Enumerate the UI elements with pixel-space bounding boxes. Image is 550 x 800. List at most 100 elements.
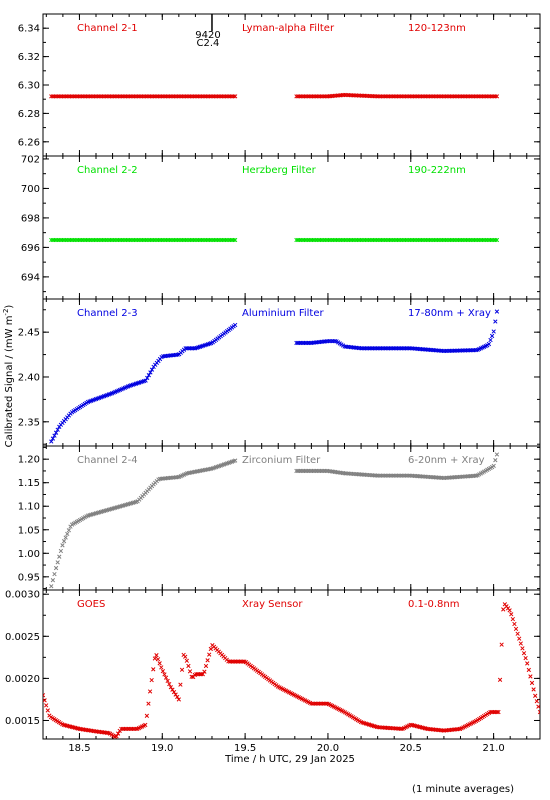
data-point <box>101 237 107 243</box>
data-point <box>105 94 110 99</box>
data-point <box>380 473 386 478</box>
data-point <box>360 237 365 243</box>
data-point <box>323 701 329 706</box>
data-point <box>77 237 83 243</box>
data-point <box>299 340 304 346</box>
data-point <box>470 237 476 243</box>
data-point <box>513 626 519 632</box>
data-point <box>404 94 410 99</box>
data-point <box>400 94 405 99</box>
data-point <box>398 726 404 731</box>
data-point <box>49 439 54 444</box>
data-point <box>193 237 198 243</box>
data-point <box>143 94 148 99</box>
data-point <box>382 473 387 478</box>
data-point <box>437 237 442 243</box>
data-point <box>433 94 439 99</box>
data-point <box>327 237 333 243</box>
data-point <box>185 94 190 99</box>
data-point <box>363 346 368 351</box>
data-point <box>433 237 439 243</box>
data-point <box>364 346 370 351</box>
panel-3: 2.35 2.40 2.45 Channel 2-3 Aluminium Filter 1… <box>18 298 541 447</box>
data-point <box>430 237 435 243</box>
data-point <box>356 237 362 243</box>
data-point <box>58 237 64 243</box>
data-point <box>308 237 314 243</box>
data-point <box>303 237 309 243</box>
data-point <box>326 237 331 243</box>
data-point <box>395 473 400 478</box>
x-tick-label: 19.5 <box>234 743 256 754</box>
data-point <box>55 94 60 99</box>
data-point <box>148 237 153 243</box>
data-point <box>111 237 116 243</box>
y-axis-title-prefix: Calibrated Signal / (mW m <box>4 316 15 448</box>
data-point <box>223 94 228 99</box>
x-axis: 18.5 19.0 19.5 20.0 20.5 21.0 <box>68 743 504 754</box>
y-tick-label: 6.26 <box>18 137 40 148</box>
data-point <box>457 348 463 353</box>
data-point <box>489 94 495 99</box>
data-point <box>130 237 135 243</box>
data-point <box>499 642 504 647</box>
data-point <box>533 693 538 698</box>
data-point <box>169 237 174 243</box>
data-point <box>404 237 410 243</box>
data-point <box>461 237 466 243</box>
data-point <box>232 659 237 664</box>
data-point <box>58 548 64 554</box>
y-tick-label: 6.34 <box>18 24 40 35</box>
data-point <box>430 94 435 99</box>
data-point <box>393 237 399 243</box>
data-point <box>350 237 355 243</box>
data-point <box>321 237 326 243</box>
data-point <box>97 237 102 243</box>
y-tick-label: 1.15 <box>18 478 40 489</box>
data-point <box>496 709 501 715</box>
data-point <box>396 346 402 351</box>
data-point <box>74 94 80 99</box>
data-point <box>209 94 214 99</box>
data-point <box>380 346 386 351</box>
data-point <box>491 463 496 469</box>
data-point <box>443 237 448 243</box>
data-point <box>111 94 116 99</box>
panels-group: 6.26 6.28 6.30 6.32 6.34 Channel 2-1 Lyman-alp… <box>5 13 541 740</box>
data-point <box>392 473 397 478</box>
data-point <box>313 237 318 243</box>
data-point <box>205 237 211 243</box>
data-point <box>494 309 500 314</box>
flare-marker: 9420 C2.4 <box>195 14 221 49</box>
data-point <box>472 94 477 99</box>
data-point <box>390 473 395 478</box>
data-point <box>443 348 448 354</box>
data-point <box>217 94 222 99</box>
data-point <box>485 94 490 99</box>
data-point <box>384 94 389 99</box>
data-point <box>116 237 121 243</box>
data-point <box>171 689 177 695</box>
data-point <box>388 237 394 243</box>
data-point <box>50 578 56 583</box>
data-point <box>489 333 495 339</box>
data-point <box>443 94 448 99</box>
data-point <box>162 237 167 243</box>
data-point <box>305 237 310 243</box>
data-point <box>446 94 451 99</box>
data-point <box>135 237 140 243</box>
data-point <box>133 94 139 99</box>
data-point <box>380 237 386 243</box>
panel-5: 0.0015 0.0020 0.0025 0.0030 GOES Xray Sensor 0… <box>5 589 541 740</box>
data-point <box>483 94 488 99</box>
panel-band-label: 190-222nm <box>408 165 466 176</box>
data-point <box>305 468 310 474</box>
data-point <box>157 94 163 99</box>
data-point <box>191 94 196 99</box>
data-point <box>133 726 138 732</box>
y-tick-label: 6.28 <box>18 109 40 120</box>
data-point <box>467 348 472 353</box>
data-point <box>509 612 514 617</box>
data-point <box>188 346 193 351</box>
data-point <box>315 468 320 474</box>
